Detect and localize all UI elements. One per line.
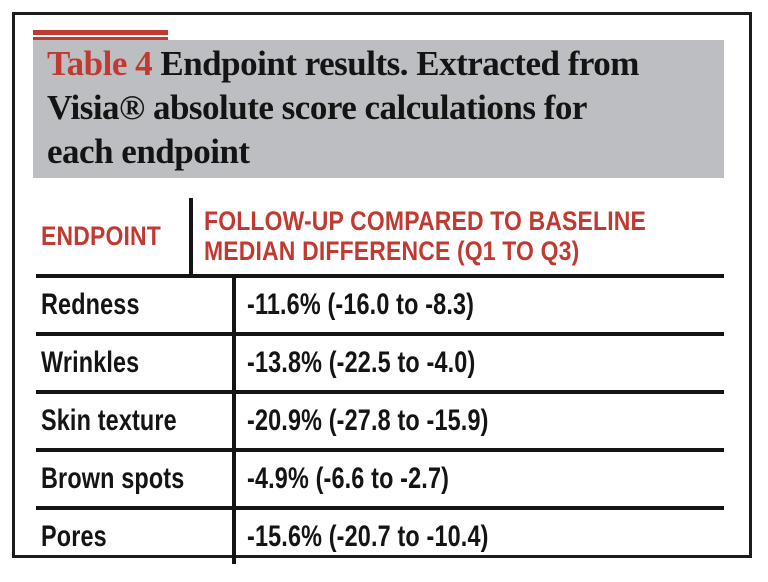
value-label: -20.9% (-27.8 to -15.9) [247,404,489,437]
results-table: ENDPOINT FOLLOW-UP COMPARED TO BASELINE … [36,198,724,564]
caption-line-1: Table 4 Endpoint results. Extracted from [47,42,716,86]
endpoint-cell: Skin texture [36,394,232,448]
endpoint-label: Redness [41,288,140,321]
value-cell: -4.9% (-6.6 to -2.7) [232,452,724,506]
table-row-skin-texture: Skin texture -20.9% (-27.8 to -15.9) [36,394,724,452]
endpoint-cell: Wrinkles [36,336,232,390]
value-cell: -13.8% (-22.5 to -4.0) [232,336,724,390]
endpoint-label: Skin texture [41,404,177,437]
table-row-brown-spots: Brown spots -4.9% (-6.6 to -2.7) [36,452,724,510]
figure-border: Table 4 Endpoint results. Extracted from… [12,12,752,564]
table-row-pores: Pores -15.6% (-20.7 to -10.4) [36,510,724,564]
endpoint-cell: Redness [36,278,232,332]
endpoint-cell: Pores [36,510,232,564]
table-row-wrinkles: Wrinkles -13.8% (-22.5 to -4.0) [36,336,724,394]
caption-text-3: each endpoint [47,132,250,171]
table-caption: Table 4 Endpoint results. Extracted from… [33,40,724,178]
table-number: Table 4 [47,44,153,83]
endpoint-label: Wrinkles [41,346,140,379]
table-row-redness: Redness -11.6% (-16.0 to -8.3) [36,278,724,336]
value-label: -11.6% (-16.0 to -8.3) [247,288,475,321]
caption-text-2: Visia® absolute score calculations for [47,88,587,127]
col-header-value: FOLLOW-UP COMPARED TO BASELINE MEDIAN DI… [204,206,646,266]
endpoint-label: Brown spots [41,462,185,495]
value-cell: -11.6% (-16.0 to -8.3) [232,278,724,332]
table-header-row: ENDPOINT FOLLOW-UP COMPARED TO BASELINE … [36,198,724,278]
endpoint-cell: Brown spots [36,452,232,506]
value-label: -13.8% (-22.5 to -4.0) [247,346,476,379]
value-cell: -15.6% (-20.7 to -10.4) [232,510,724,564]
value-label: -4.9% (-6.6 to -2.7) [247,462,450,495]
caption-accent-rule [33,30,168,40]
col-header-value-line-1: FOLLOW-UP COMPARED TO BASELINE [204,206,647,236]
col-header-value-line-2: MEDIAN DIFFERENCE (Q1 TO Q3) [204,236,580,266]
col-header-endpoint: ENDPOINT [41,221,161,251]
value-label: -15.6% (-20.7 to -10.4) [247,520,489,553]
value-cell: -20.9% (-27.8 to -15.9) [232,394,724,448]
header-cell-endpoint: ENDPOINT [36,198,189,274]
endpoint-label: Pores [41,520,107,553]
header-cell-value: FOLLOW-UP COMPARED TO BASELINE MEDIAN DI… [189,198,724,274]
caption-text-1: Endpoint results. Extracted from [160,44,639,83]
